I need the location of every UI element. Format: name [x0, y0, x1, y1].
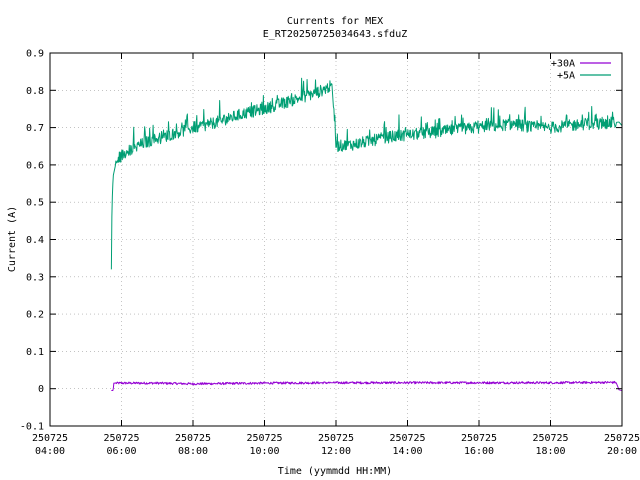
y-tick-label: 0.1 — [26, 347, 44, 358]
y-tick-label: 0.4 — [26, 235, 44, 246]
x-tick-date-label: 250725 — [461, 433, 497, 444]
x-tick-date-label: 250725 — [32, 433, 68, 444]
x-tick-time-label: 08:00 — [178, 446, 208, 457]
x-tick-date-label: 250725 — [318, 433, 354, 444]
axis-ticks: -0.1 0 0.1 0.2 0.3 0.4 0.5 0.6 0.7 0.8 0.9 250725 04… — [20, 49, 640, 458]
x-tick-time-label: 04:00 — [35, 446, 65, 457]
x-tick-time-label: 14:00 — [392, 446, 422, 457]
series-line-plus5a — [110, 77, 623, 270]
y-tick-label: 0.5 — [26, 198, 44, 209]
x-tick-date-label: 250725 — [246, 433, 282, 444]
x-tick-time-label: 18:00 — [535, 446, 565, 457]
plot-frame — [49, 52, 623, 427]
y-tick-label: -0.1 — [20, 422, 44, 433]
x-tick-time-label: 20:00 — [607, 446, 637, 457]
x-tick-date-label: 250725 — [389, 433, 425, 444]
y-tick-label: 0 — [38, 384, 44, 395]
y-tick-label: 0.8 — [26, 86, 44, 97]
x-tick-time-label: 10:00 — [249, 446, 279, 457]
grid-lines — [49, 52, 623, 427]
legend-label: +30A — [551, 59, 575, 70]
x-tick-date-label: 250725 — [532, 433, 568, 444]
y-tick-label: 0.9 — [26, 49, 44, 60]
y-tick-label: 0.3 — [26, 272, 44, 283]
y-tick-label: 0.7 — [26, 123, 44, 134]
x-tick-date-label: 250725 — [604, 433, 640, 444]
y-tick-label: 0.2 — [26, 310, 44, 321]
x-tick-date-label: 250725 — [103, 433, 139, 444]
x-tick-time-label: 16:00 — [464, 446, 494, 457]
y-axis-label: Current (A) — [7, 206, 18, 272]
x-tick-date-label: 250725 — [175, 433, 211, 444]
chart-subtitle: E_RT2025072503464З.sfduZ — [263, 29, 408, 40]
y-tick-label: 0.6 — [26, 160, 44, 171]
series-line-plus30a — [111, 380, 623, 392]
x-axis-label: Time (yymmdd HH:MM) — [278, 466, 392, 477]
x-tick-time-label: 12:00 — [321, 446, 351, 457]
plot-series — [110, 77, 623, 392]
legend: +30A+5A — [551, 59, 611, 82]
x-tick-time-label: 06:00 — [106, 446, 136, 457]
chart-title: Currents for MEX — [287, 16, 383, 27]
legend-label: +5A — [557, 71, 575, 82]
